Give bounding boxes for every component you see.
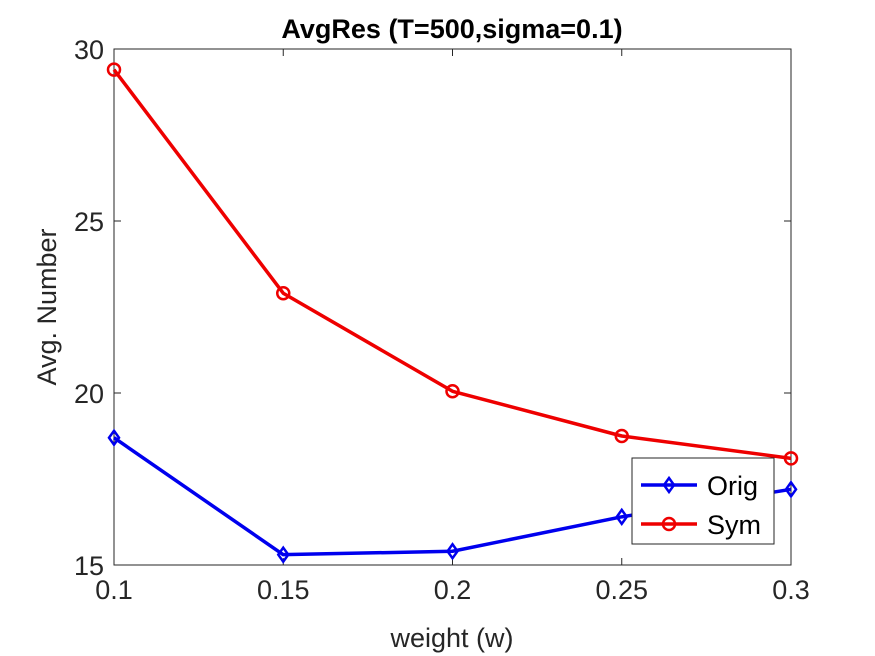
data-point-marker	[445, 542, 460, 561]
data-point-marker	[276, 545, 290, 564]
x-axis-title: weight (w)	[389, 623, 513, 653]
y-tick-label: 15	[74, 551, 104, 581]
y-axis-title: Avg. Number	[32, 228, 62, 385]
x-tick-label: 0.2	[434, 575, 472, 605]
chart-title: AvgRes (T=500,sigma=0.1)	[281, 14, 622, 44]
legend: Orig Sym	[631, 457, 775, 545]
legend-box	[631, 457, 775, 545]
x-tick-label: 0.15	[257, 575, 310, 605]
data-point-marker	[445, 384, 460, 399]
y-tick-label: 20	[74, 379, 104, 409]
data-point-marker	[784, 480, 798, 499]
data-point-marker	[276, 285, 291, 301]
x-tick-label: 0.25	[595, 575, 648, 605]
data-point-marker	[783, 451, 799, 466]
legend-label: Orig	[707, 471, 758, 501]
axis-ticks: 0.1 0.15 0.2 0.25 0.3 15 20 25 30	[74, 35, 810, 605]
x-tick-label: 0.3	[772, 575, 810, 605]
data-point-marker	[615, 507, 629, 526]
y-tick-label: 25	[74, 207, 104, 237]
x-tick-label: 0.1	[95, 575, 133, 605]
data-point-marker	[107, 428, 121, 447]
legend-marker	[661, 516, 677, 532]
series-sym	[106, 62, 799, 466]
series-line	[112, 68, 792, 461]
y-tick-label: 30	[74, 35, 104, 65]
data-point-marker	[106, 62, 122, 77]
legend-marker	[662, 475, 676, 495]
data-point-marker	[614, 428, 629, 444]
legend-label: Sym	[707, 510, 761, 540]
